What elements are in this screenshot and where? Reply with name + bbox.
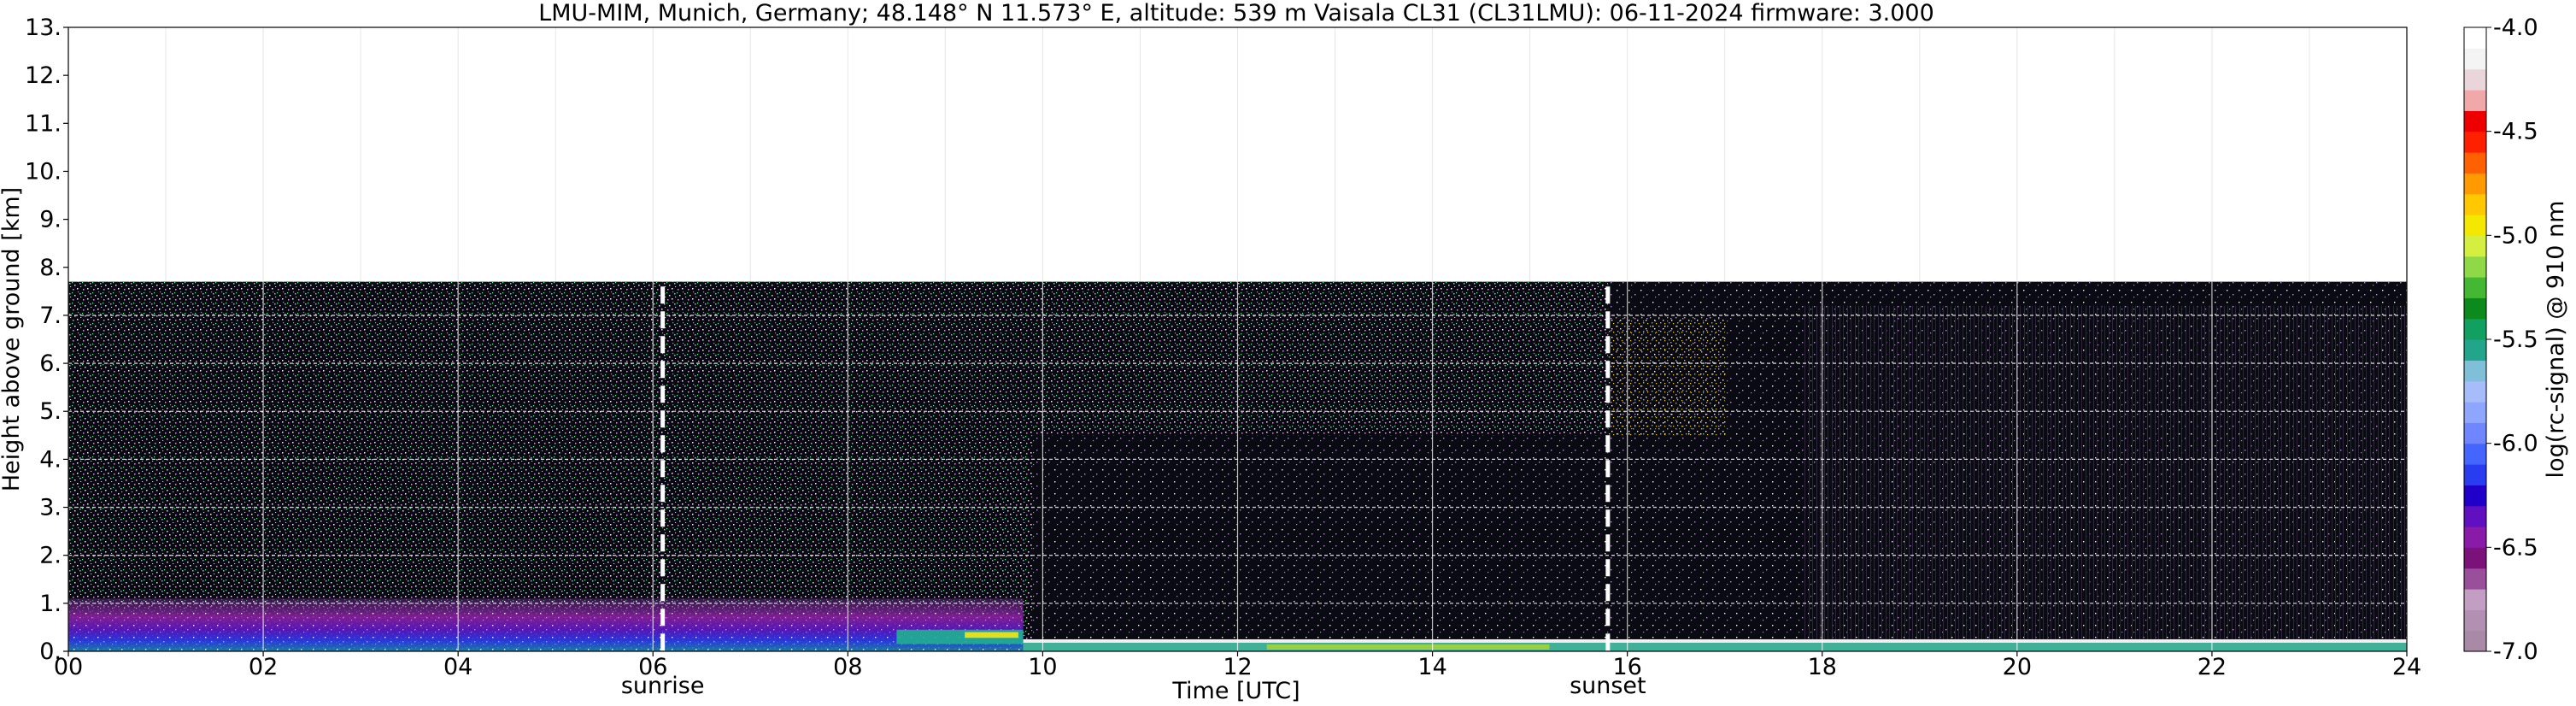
colorbar-tick-label: -4.0: [2493, 15, 2538, 41]
colorbar-tick-label: -5.5: [2493, 327, 2538, 353]
x-tick-label: 14: [1417, 654, 1446, 680]
signal-noise-warm: [1607, 315, 1725, 436]
x-tick-label: 02: [249, 654, 278, 680]
colorbar-segment: [2464, 547, 2486, 569]
colorbar-segment: [2464, 90, 2486, 111]
colorbar-segment: [2464, 193, 2486, 215]
y-tick-label: 13.: [25, 15, 62, 41]
colorbar-segment: [2464, 485, 2486, 507]
colorbar-segment: [2464, 380, 2486, 403]
y-tick-label: 9.: [39, 207, 62, 233]
colorbar-segment: [2464, 402, 2486, 423]
colorbar-segment: [2464, 256, 2486, 278]
x-axis-label: Time [UTC]: [1171, 678, 1300, 704]
colorbar-segment: [2464, 630, 2486, 652]
y-tick-label: 1.: [39, 591, 62, 617]
x-tick-label: 24: [2392, 654, 2421, 680]
x-tick-label: 06: [638, 654, 667, 680]
colorbar-segment: [2464, 48, 2486, 70]
y-tick-label: 11.: [25, 110, 62, 137]
y-tick-label: 3.: [39, 495, 62, 521]
signal-noise-morning: [68, 281, 1034, 651]
colorbar-tick-label: -6.5: [2493, 534, 2538, 561]
x-tick-label: 16: [1612, 654, 1641, 680]
colorbar: -4.0 -4.5 -5.0 -5.5 -6.0 -6.5 -7.0: [2463, 15, 2538, 665]
x-tick-label: 00: [54, 654, 83, 680]
colorbar-segment: [2464, 609, 2486, 632]
aerosol-layer-noise: [68, 598, 1024, 651]
colorbar-segment: [2464, 215, 2486, 236]
x-tick-label: 20: [2003, 654, 2032, 680]
signal-streaks: [1802, 305, 2407, 651]
aerosol-layer-peak: [965, 632, 1018, 638]
colorbar-tick-label: -6.0: [2493, 431, 2538, 457]
colorbar-segment: [2464, 235, 2486, 257]
signal-noise-midday: [1033, 281, 1608, 436]
colorbar-tick-label: -7.0: [2493, 638, 2538, 665]
x-tick-label: 10: [1028, 654, 1057, 680]
colorbar-segment: [2464, 173, 2486, 195]
y-tick-label: 0.: [39, 638, 62, 665]
colorbar-segment: [2464, 152, 2486, 174]
axes: sunrise sunset 00 02 04 06 08 10 12 14 16 18 20 22 24 0…: [25, 15, 2421, 699]
colorbar-label: log(rc-signal) @ 910 nm: [2543, 201, 2569, 479]
y-tick-label: 2.: [39, 543, 62, 569]
x-tick-label: 12: [1223, 654, 1252, 680]
x-tick-label: 22: [2198, 654, 2227, 680]
colorbar-tick-label: -5.0: [2493, 222, 2538, 249]
sunset-label: sunset: [1570, 673, 1646, 699]
surface-layer-peak: [1266, 644, 1550, 650]
colorbar-segment: [2464, 68, 2486, 91]
colorbar-segment: [2464, 131, 2486, 153]
y-tick-label: 12.: [25, 62, 62, 89]
colorbar-segment: [2464, 360, 2486, 382]
surface-layer-core: [1023, 642, 2407, 651]
y-tick-label: 7.: [39, 303, 62, 329]
colorbar-segment: [2464, 422, 2486, 444]
colorbar-segment: [2464, 589, 2486, 610]
y-tick-label: 5.: [39, 398, 62, 425]
y-tick-label: 8.: [39, 255, 62, 281]
x-tick-label: 18: [1808, 654, 1837, 680]
colorbar-segment: [2464, 297, 2486, 320]
sunrise-label: sunrise: [621, 673, 705, 699]
colorbar-segment: [2464, 277, 2486, 298]
colorbar-tick-label: -4.5: [2493, 119, 2538, 145]
colorbar-segment: [2464, 527, 2486, 548]
colorbar-segment: [2464, 505, 2486, 527]
colorbar-segment: [2464, 568, 2486, 590]
colorbar-segment: [2464, 443, 2486, 465]
colorbar-segment: [2464, 318, 2486, 340]
y-tick-label: 10.: [25, 158, 62, 185]
x-tick-label: 08: [833, 654, 862, 680]
colorbar-segment: [2464, 110, 2486, 132]
chart-title: LMU-MIM, Munich, Germany; 48.148° N 11.5…: [538, 0, 1934, 26]
sun-markers: [660, 286, 1611, 651]
colorbar-segment: [2464, 27, 2486, 49]
y-tick-label: 6.: [39, 350, 62, 377]
y-axis-label: Height above ground [km]: [0, 187, 25, 491]
colorbar-segment: [2464, 339, 2486, 361]
x-tick-label: 04: [443, 654, 472, 680]
y-tick-label: 4.: [39, 446, 62, 473]
colorbar-segment: [2464, 464, 2486, 485]
